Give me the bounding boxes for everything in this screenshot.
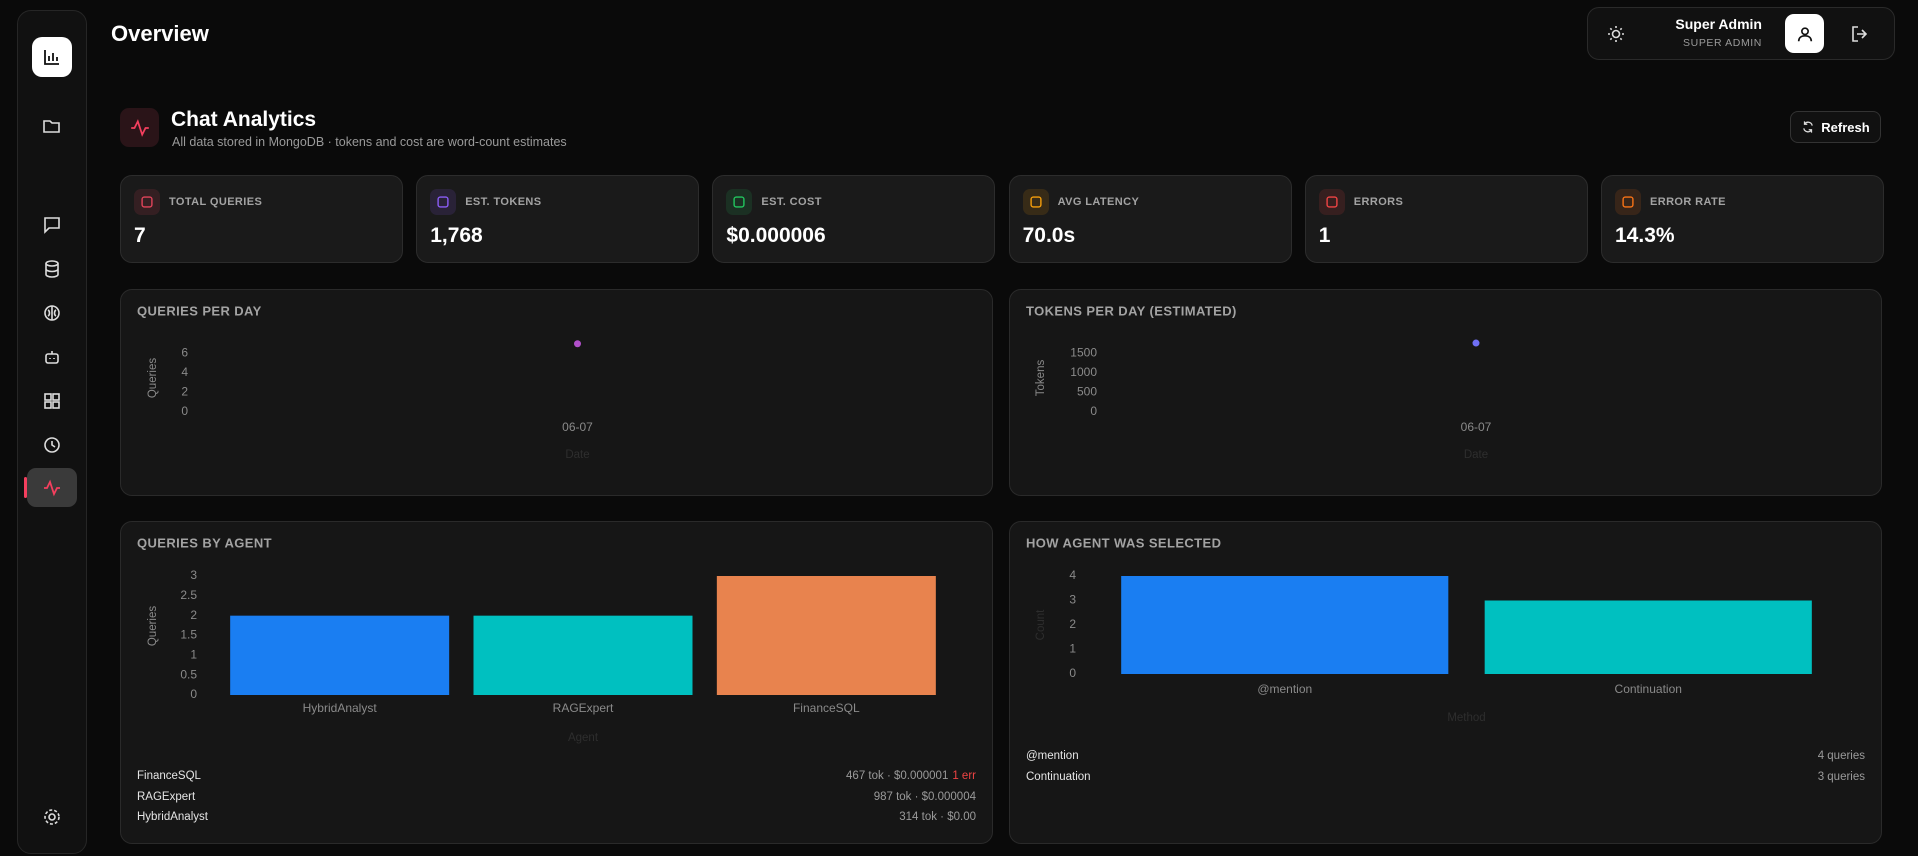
stat-value: 7 <box>134 224 146 247</box>
header-title: Overview <box>111 21 209 46</box>
stat-label: EST. COST <box>761 196 822 208</box>
agent-detail: 314 tok · $0.00 <box>899 811 976 824</box>
avatar[interactable] <box>1785 14 1824 53</box>
chart-panel <box>1009 521 1882 844</box>
user-name: Super Admin <box>1675 16 1762 32</box>
user-box: Super Admin SUPER ADMIN <box>1587 7 1895 60</box>
stat-card: ERRORS 1 <box>1304 175 1588 263</box>
stat-icon <box>1022 189 1049 215</box>
agent-stats: 314 tok · $0.00 <box>899 811 976 823</box>
stat-label: EST. TOKENS <box>465 196 542 208</box>
agent-detail: 467 tok · $0.000001 <box>846 770 949 782</box>
refresh-label: Refresh <box>1821 119 1870 135</box>
stat-label: ERROR RATE <box>1650 196 1726 208</box>
stat-icon <box>726 189 753 215</box>
nav-files[interactable] <box>18 116 86 136</box>
stat-card: AVG LATENCY 70.0s <box>1008 175 1292 263</box>
stat-value: 1,768 <box>430 224 483 247</box>
nav-brain[interactable] <box>18 303 86 323</box>
nav-bot[interactable] <box>18 347 86 367</box>
stat-value: 1 <box>1318 224 1331 247</box>
stat-icon <box>1318 189 1345 215</box>
agent-stats: 987 tok · $0.000004 <box>874 791 976 803</box>
agent-name: FinanceSQL <box>137 770 201 782</box>
nav-history[interactable] <box>18 435 86 455</box>
stat-card: ERROR RATE 14.3% <box>1601 175 1884 263</box>
nav-grid[interactable] <box>18 391 86 411</box>
agent-errors: 1 err <box>952 770 976 782</box>
stat-icon <box>430 189 457 215</box>
sidebar <box>17 10 87 854</box>
stat-value: 14.3% <box>1615 224 1675 247</box>
stat-icon <box>1615 189 1641 215</box>
user-role: SUPER ADMIN <box>1683 37 1762 49</box>
stat-label: ERRORS <box>1353 196 1404 208</box>
selection-name: Continuation <box>1026 770 1091 783</box>
theme-toggle[interactable] <box>1606 24 1626 44</box>
stat-icon <box>134 189 160 215</box>
stat-value: $0.000006 <box>726 224 826 247</box>
chart-panel <box>120 521 993 844</box>
stat-value: 70.0s <box>1022 224 1076 247</box>
analytics-icon <box>120 108 159 147</box>
selection-count: 3 queries <box>1817 770 1865 783</box>
nav-chat[interactable] <box>18 215 86 235</box>
agent-stats: 467 tok · $0.000001 1 err <box>846 770 976 782</box>
stat-card: EST. COST $0.000006 <box>712 175 996 263</box>
stat-card: EST. TOKENS 1,768 <box>416 175 700 263</box>
stat-label: AVG LATENCY <box>1057 196 1140 208</box>
nav-dashboard[interactable] <box>18 37 86 77</box>
nav-database[interactable] <box>18 259 86 279</box>
selection-count: 4 queries <box>1817 750 1865 762</box>
page-subtitle: All data stored in MongoDB · tokens and … <box>172 135 567 149</box>
nav-analytics-active[interactable] <box>24 468 77 507</box>
page-title: Chat Analytics <box>171 108 317 131</box>
refresh-button[interactable]: Refresh <box>1790 111 1881 143</box>
stat-card: TOTAL QUERIES 7 <box>120 175 403 263</box>
stat-label: TOTAL QUERIES <box>169 196 263 208</box>
logout[interactable] <box>1850 24 1870 44</box>
agent-detail: 987 tok · $0.000004 <box>873 790 976 803</box>
agent-name: RAGExpert <box>137 790 196 803</box>
chart-panel <box>120 289 993 496</box>
nav-settings[interactable] <box>18 807 86 827</box>
selection-name: @mention <box>1026 750 1079 762</box>
agent-name: HybridAnalyst <box>137 811 208 824</box>
chart-panel <box>1009 289 1882 496</box>
